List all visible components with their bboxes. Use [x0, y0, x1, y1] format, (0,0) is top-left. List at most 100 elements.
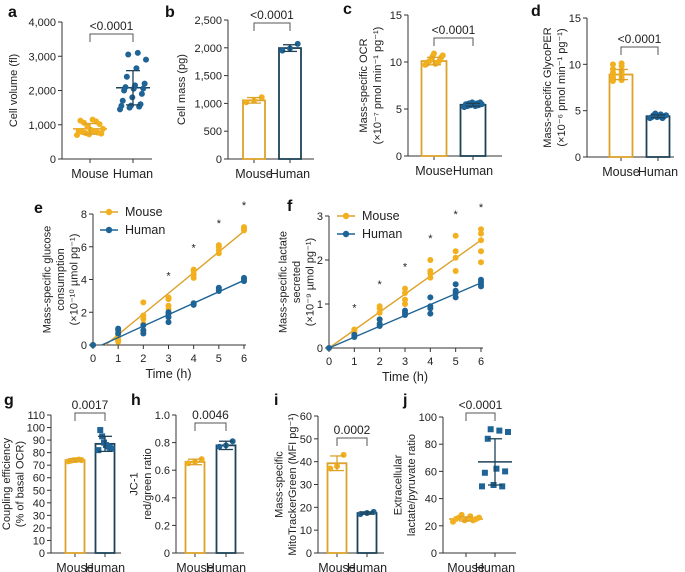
panel-f: f 0 1 2 3 Mass-specific lactate secreted (×10⁻⁹…	[277, 198, 484, 384]
y-tick-label: 0	[81, 340, 87, 352]
panel-h: h 0 0.2 0.4 0.6 0.8 1.0 JC-1 red/green ratio Mous…	[128, 392, 246, 572]
y-axis-label: Cell volume (fl)	[8, 54, 20, 127]
data-point-mouse	[618, 60, 625, 67]
panel-letter: a	[8, 4, 17, 21]
data-point-human	[477, 99, 484, 106]
data-point-mouse	[241, 224, 247, 231]
y-tick-label: 0.2	[155, 520, 170, 532]
y-axis-label: Mass-specific OCR	[358, 38, 370, 132]
data-point-mouse	[376, 309, 383, 316]
significance-star: *	[217, 218, 222, 230]
panel-letter: i	[274, 392, 278, 409]
panel-i: i 0 10 20 30 40 50 60 Mass-specific MitoTrackerGr…	[273, 392, 387, 572]
data-point-mouse	[478, 248, 484, 255]
data-point-mouse	[165, 302, 172, 309]
x-tick-label: 1	[115, 353, 121, 365]
x-tick-label: 4	[427, 356, 433, 368]
data-point-human	[427, 303, 434, 310]
data-point-human	[478, 276, 484, 283]
y-tick-label: 50	[33, 485, 45, 497]
y-tick-label: 0.4	[155, 493, 170, 505]
significance-star: *	[352, 303, 357, 315]
panel-j: j 0 20 40 60 80 100 Extracellular lactate/pyruva…	[392, 392, 516, 572]
x-axis-label: Time (h)	[145, 367, 191, 381]
legend-label: Human	[362, 227, 402, 241]
panel-letter: c	[343, 1, 352, 18]
legend-marker	[105, 208, 113, 216]
panel-e: e 0 2 4 6 8 Mass-specific glucose consumption (×…	[34, 200, 247, 381]
y-tick-label: 2,000	[194, 43, 222, 55]
data-point-mouse	[402, 290, 408, 296]
x-tick-label: 2	[140, 353, 146, 365]
y-tick-label: 4	[81, 275, 87, 287]
data-point-human	[496, 427, 503, 434]
legend-marker	[105, 226, 113, 234]
significance-star: *	[378, 279, 383, 291]
significance-star: *	[428, 233, 433, 245]
y-tick-label: 0	[396, 151, 402, 163]
panel-letter: b	[165, 4, 175, 21]
data-point-human	[499, 483, 506, 490]
data-point-human	[90, 342, 96, 348]
bar-human	[94, 442, 116, 554]
significance-star: *	[479, 202, 484, 214]
y-tick-label: 1,000	[28, 120, 56, 132]
category-label: Human	[638, 165, 678, 179]
data-point-mouse	[140, 299, 147, 306]
data-point-mouse	[439, 52, 446, 59]
x-tick-label: 4	[191, 353, 197, 365]
data-point-human	[502, 468, 509, 475]
data-point-human	[138, 90, 145, 97]
x-tick-label: 6	[241, 353, 247, 365]
category-label: Mouse	[602, 165, 640, 179]
data-point-human	[190, 300, 197, 307]
y-tick-label: 60	[425, 466, 437, 478]
data-point-human	[134, 49, 141, 56]
y-tick-label: 40	[425, 494, 437, 506]
significance-bracket	[433, 37, 474, 46]
data-point-human	[663, 112, 670, 119]
bar-mouse	[64, 459, 86, 554]
p-value: <0.0001	[618, 32, 662, 46]
y-tick-label: 0	[431, 548, 437, 560]
significance-bracket	[465, 412, 496, 421]
y-axis-label: Coupling efficiency	[1, 437, 13, 530]
x-tick-label: 1	[351, 356, 357, 368]
bar-human	[645, 115, 671, 158]
panel-letter: f	[287, 198, 293, 215]
p-value: <0.0001	[459, 398, 503, 412]
category-label: Mouse	[318, 561, 356, 572]
data-point-human	[143, 56, 149, 63]
significance-star: *	[454, 209, 459, 221]
x-tick-label: 0	[90, 353, 96, 365]
data-point-mouse	[452, 232, 459, 239]
data-point-mouse	[190, 266, 197, 273]
data-point-human	[97, 427, 104, 434]
bar-human	[215, 444, 237, 554]
data-point-human	[118, 102, 125, 109]
significance-bracket	[89, 33, 134, 42]
legend-label: Human	[125, 223, 165, 237]
data-point-mouse	[476, 514, 482, 521]
p-value: 0.0046	[192, 408, 229, 422]
panel-letter: e	[34, 200, 43, 217]
legend-marker	[342, 212, 350, 220]
category-label: Human	[85, 561, 125, 572]
y-tick-label: 40	[33, 498, 45, 510]
x-tick-label: 0	[326, 356, 332, 368]
data-point-human	[351, 331, 358, 338]
category-label: Mouse	[71, 167, 109, 181]
data-point-human	[487, 426, 494, 433]
data-point-human	[326, 345, 332, 351]
y-tick-label: 8	[81, 209, 87, 221]
y-axis-label: Cell mass (pg)	[176, 54, 188, 125]
y-tick-label: 80	[33, 448, 45, 460]
data-point-human	[376, 316, 383, 323]
y-axis-label: Mass-specific	[273, 451, 285, 518]
panel-d: d 0 5 10 15 Mass-specific GlycoPER (×10⁻⁶ pmol…	[531, 3, 678, 179]
panel-letter: h	[131, 392, 141, 409]
y-tick-label: 0	[164, 548, 170, 560]
x-axis-label: Time (h)	[382, 370, 428, 384]
